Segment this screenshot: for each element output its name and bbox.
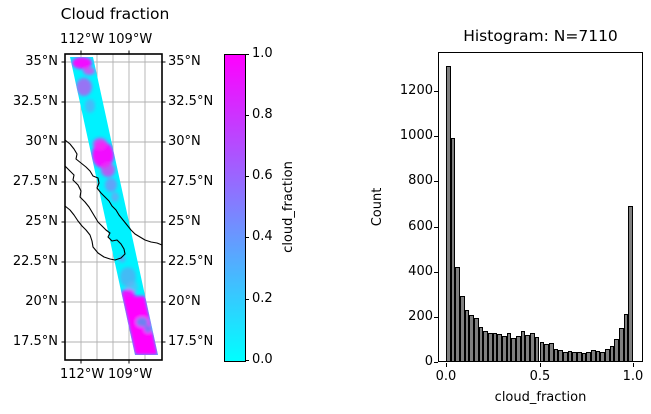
colorbar-tick bbox=[245, 54, 249, 55]
map-frame bbox=[64, 53, 163, 361]
histogram-yaxis-label: Count bbox=[370, 187, 385, 227]
histogram-y-label-400: 400 bbox=[408, 264, 433, 279]
histogram-y-label-1200: 1200 bbox=[399, 83, 433, 98]
histogram-xaxis-label: cloud_fraction bbox=[494, 390, 587, 405]
map-lat-label-right-35: 35°N bbox=[168, 54, 201, 69]
map-top-lon-label-112w: 112°W bbox=[60, 32, 105, 47]
histogram-y-tick bbox=[434, 181, 438, 182]
colorbar-tick-label-0-0: 0.0 bbox=[252, 352, 273, 367]
map-lat-label-left-32-5: 32.5°N bbox=[12, 94, 58, 109]
map-top-lon-label-109w: 109°W bbox=[108, 32, 153, 47]
histogram-x-label-0-0: 0.0 bbox=[435, 369, 457, 384]
histogram-x-tick bbox=[446, 363, 447, 367]
coastlines bbox=[64, 139, 163, 261]
histogram-y-tick bbox=[434, 136, 438, 137]
colorbar-tick-label-0-4: 0.4 bbox=[252, 229, 273, 244]
histogram-bars bbox=[446, 52, 633, 362]
colorbar-tick-label-0-2: 0.2 bbox=[252, 291, 273, 306]
colorbar-tick bbox=[245, 115, 249, 116]
map-plot bbox=[61, 50, 166, 364]
histogram-y-tick bbox=[434, 317, 438, 318]
map-lat-label-right-20: 20°N bbox=[168, 294, 201, 309]
map-bottom-lon-label-109w: 109°W bbox=[108, 367, 153, 382]
map-lat-label-right-27-5: 27.5°N bbox=[168, 174, 214, 189]
histogram-y-label-800: 800 bbox=[408, 173, 433, 188]
colorbar-tick bbox=[245, 237, 249, 238]
colorbar-tick-label-1-0: 1.0 bbox=[252, 46, 273, 61]
histogram-y-tick bbox=[434, 362, 438, 363]
map-lat-label-right-32-5: 32.5°N bbox=[168, 94, 214, 109]
map-lat-label-left-35: 35°N bbox=[25, 54, 58, 69]
cloud-fraction-swath bbox=[70, 57, 158, 355]
baja-california-coastline bbox=[64, 165, 126, 261]
colorbar-tick bbox=[245, 299, 249, 300]
histogram-y-tick bbox=[434, 272, 438, 273]
histogram-x-tick bbox=[633, 363, 634, 367]
map-lat-label-left-20: 20°N bbox=[25, 294, 58, 309]
histogram-x-label-1-0: 1.0 bbox=[622, 369, 644, 384]
colorbar-tick bbox=[245, 360, 249, 361]
map-lat-label-left-30: 30°N bbox=[25, 134, 58, 149]
histogram-plot bbox=[438, 52, 643, 362]
map-lat-label-left-25: 25°N bbox=[25, 214, 58, 229]
mainland-mexico-coastline bbox=[64, 139, 163, 246]
histogram-title: Histogram: N=7110 bbox=[463, 27, 618, 45]
map-lat-label-right-17-5: 17.5°N bbox=[168, 334, 214, 349]
colorbar-tick-label-0-6: 0.6 bbox=[252, 168, 273, 183]
map-lat-label-right-30: 30°N bbox=[168, 134, 201, 149]
histogram-bar bbox=[628, 206, 633, 362]
histogram-y-tick bbox=[434, 91, 438, 92]
histogram-x-label-0-5: 0.5 bbox=[529, 369, 551, 384]
map-lat-label-right-22-5: 22.5°N bbox=[168, 254, 214, 269]
map-lat-label-left-17-5: 17.5°N bbox=[12, 334, 58, 349]
histogram-y-label-0: 0 bbox=[424, 354, 433, 369]
map-lat-label-right-25: 25°N bbox=[168, 214, 201, 229]
histogram-x-tick bbox=[540, 363, 541, 367]
map-title: Cloud fraction bbox=[60, 5, 170, 23]
colorbar-tick bbox=[245, 176, 249, 177]
map-lat-label-left-22-5: 22.5°N bbox=[12, 254, 58, 269]
map-lat-label-left-27-5: 27.5°N bbox=[12, 174, 58, 189]
colorbar-axis-label: cloud_fraction bbox=[281, 161, 296, 253]
histogram-y-label-1000: 1000 bbox=[399, 128, 433, 143]
histogram-y-tick bbox=[434, 227, 438, 228]
map-bottom-lon-label-112w: 112°W bbox=[60, 367, 105, 382]
histogram-y-label-600: 600 bbox=[408, 219, 433, 234]
histogram-y-label-200: 200 bbox=[408, 309, 433, 324]
colorbar bbox=[224, 54, 246, 362]
colorbar-tick-label-0-8: 0.8 bbox=[252, 107, 273, 122]
